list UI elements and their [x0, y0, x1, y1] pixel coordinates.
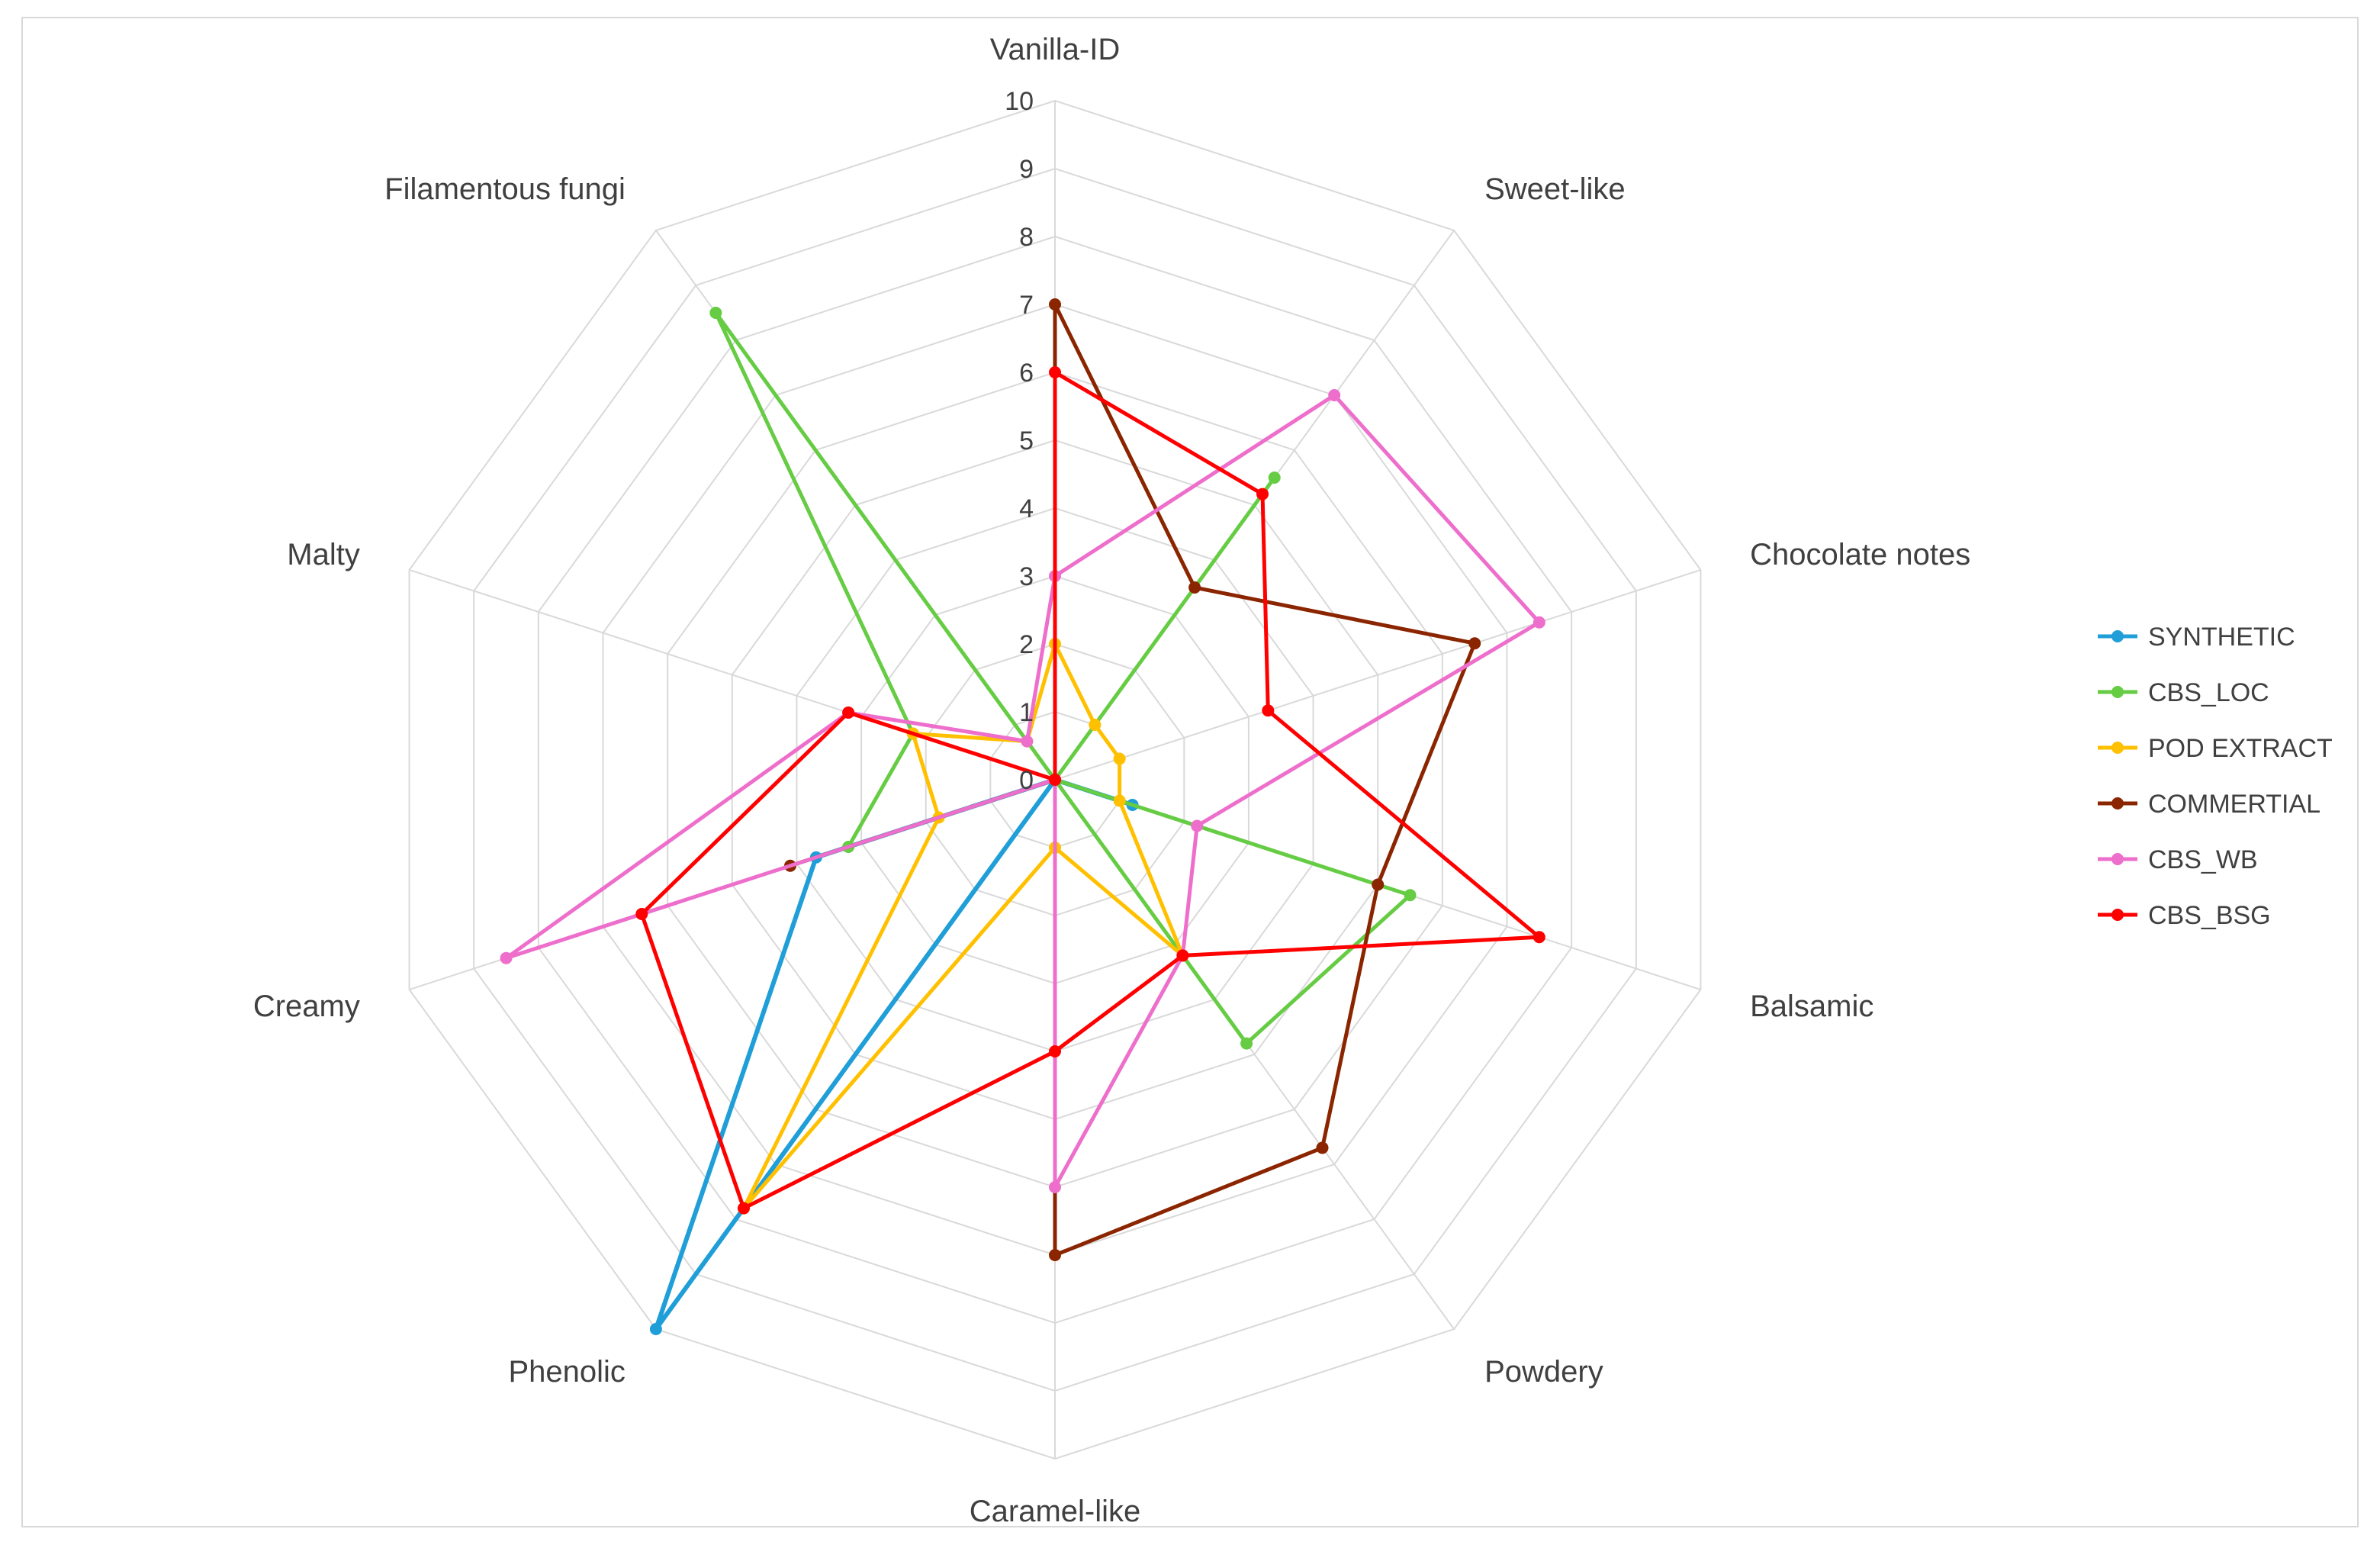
data-point: [1188, 581, 1201, 594]
data-point: [1256, 488, 1269, 501]
data-point: [649, 1323, 662, 1336]
series-line: [741, 642, 1185, 1211]
axis-label: Caramel-like: [970, 1495, 1141, 1528]
legend-marker: [2111, 797, 2124, 810]
legend-item: CBS_BSG: [2098, 901, 2271, 930]
grid-spoke: [1054, 569, 1701, 781]
chart-frame: 0 1 2 3 4 5 6 7 8 9 10 Vanilla-ID Sweet-like Chocola…: [21, 17, 2359, 1528]
tick-label: 5: [1019, 426, 1034, 455]
data-point: [1268, 471, 1281, 484]
data-point: [1113, 794, 1126, 807]
axis-label: Malty: [287, 538, 360, 571]
data-point: [1533, 616, 1545, 629]
tick-label: 1: [1019, 698, 1034, 727]
legend-marker: [2111, 686, 2124, 698]
axis-label: Vanilla-ID: [990, 33, 1120, 66]
data-point: [1404, 889, 1417, 902]
axis-label: Powdery: [1484, 1355, 1603, 1389]
data-point: [1176, 949, 1189, 962]
series-cbs-bsg: [635, 366, 1545, 1215]
legend-item: SYNTHETIC: [2098, 623, 2295, 652]
data-point: [1049, 298, 1061, 311]
tick-label: 10: [1005, 87, 1034, 116]
legend-marker: [2111, 853, 2124, 865]
axis-labels: Vanilla-ID Sweet-like Chocolate notes Balsa…: [253, 33, 1970, 1528]
legend-label: CBS_BSG: [2148, 901, 2271, 930]
tick-label: 3: [1019, 562, 1034, 591]
series-line: [653, 777, 1135, 1332]
data-point: [500, 951, 513, 964]
tick-label: 8: [1019, 223, 1034, 252]
series-cbs-loc: [709, 306, 1417, 1050]
legend-label: CBS_LOC: [2148, 678, 2269, 707]
data-point: [1372, 878, 1385, 891]
data-point: [635, 908, 648, 921]
legend: SYNTHETIC CBS_LOC POD EXTRACT COMMERTIAL CBS…: [2098, 623, 2333, 930]
data-point: [1328, 388, 1341, 401]
data-point: [1191, 819, 1204, 832]
axis-label: Chocolate notes: [1750, 538, 1970, 571]
data-point: [1049, 1045, 1061, 1057]
axis-label: Sweet-like: [1484, 172, 1626, 206]
axis-label: Balsamic: [1750, 990, 1873, 1023]
legend-label: POD EXTRACT: [2148, 734, 2333, 763]
axis-label: Phenolic: [508, 1355, 625, 1389]
series-layer: [500, 298, 1545, 1336]
tick-label: 4: [1019, 494, 1034, 523]
data-point: [1316, 1141, 1329, 1154]
legend-item: COMMERTIAL: [2098, 790, 2320, 819]
legend-marker: [2111, 742, 2124, 754]
series-line: [713, 311, 1413, 1046]
tick-label: 0: [1019, 766, 1034, 795]
legend-item: CBS_LOC: [2098, 678, 2269, 707]
legend-label: CBS_WB: [2148, 845, 2258, 874]
legend-label: SYNTHETIC: [2148, 623, 2295, 652]
axis-label: Filamentous fungi: [384, 172, 626, 206]
legend-item: POD EXTRACT: [2098, 734, 2333, 763]
data-point: [1240, 1037, 1253, 1050]
axis-label: Creamy: [253, 990, 360, 1023]
data-point: [1049, 1249, 1061, 1261]
legend-item: CBS_WB: [2098, 845, 2258, 874]
data-point: [842, 706, 855, 719]
data-point: [1021, 735, 1034, 748]
data-point: [1262, 704, 1275, 717]
radar-chart: 0 1 2 3 4 5 6 7 8 9 10 Vanilla-ID Sweet-like Chocola…: [253, 33, 2333, 1528]
legend-marker: [2111, 630, 2124, 642]
data-point: [1049, 366, 1061, 378]
tick-label: 6: [1019, 359, 1034, 388]
data-point: [1049, 1181, 1061, 1193]
data-point: [1089, 718, 1102, 731]
tick-label: 7: [1019, 291, 1034, 320]
data-point: [1533, 931, 1545, 944]
data-point: [1049, 774, 1061, 786]
tick-labels: 0 1 2 3 4 5 6 7 8 9 10: [1005, 87, 1034, 795]
data-point: [1113, 752, 1126, 765]
data-point: [1468, 637, 1481, 650]
tick-label: 9: [1019, 155, 1034, 184]
series-pod-extract: [737, 638, 1189, 1215]
tick-label: 2: [1019, 630, 1034, 659]
data-point: [737, 1202, 750, 1215]
legend-marker: [2111, 909, 2124, 921]
data-point: [709, 306, 722, 319]
legend-label: COMMERTIAL: [2148, 790, 2320, 819]
